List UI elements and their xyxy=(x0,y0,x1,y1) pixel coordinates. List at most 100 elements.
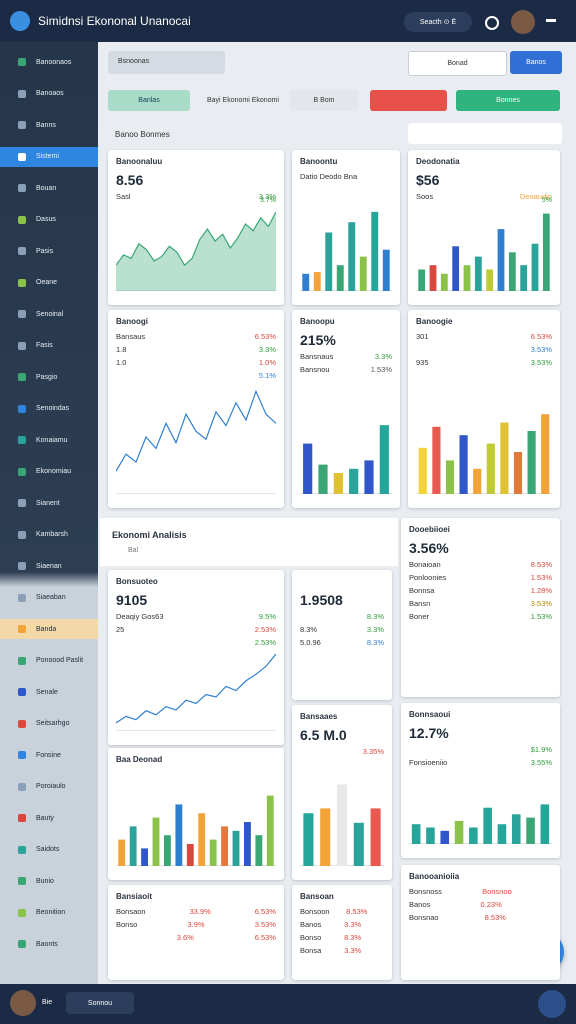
nav-item[interactable]: Siaenan xyxy=(0,556,98,576)
nav-item[interactable]: Pasis xyxy=(0,241,98,261)
nav-label: Konaiamu xyxy=(36,436,68,444)
search-box[interactable] xyxy=(408,123,562,144)
card: Banoogi Bansaus 6.53% 1.8 3.3% 1.0 1.0% 5.1% xyxy=(108,310,284,508)
avatar[interactable] xyxy=(511,10,535,34)
nav-item[interactable]: Siaeaban xyxy=(0,588,98,608)
card: Banoogie 301 6.53% 3.53% 935 3.53% xyxy=(408,310,560,508)
nav-item[interactable]: Bunio xyxy=(0,871,98,891)
nav-item[interactable]: Dasus xyxy=(0,210,98,230)
nav-item[interactable]: Bauty xyxy=(0,808,98,828)
select[interactable]: B Bom xyxy=(290,90,358,111)
bar xyxy=(513,452,523,494)
stat-row: Bonsoon 8.53% xyxy=(300,907,384,916)
stat-text: 3.9% xyxy=(187,920,205,929)
stat-text: 33.9% xyxy=(189,907,211,916)
nav-label: Sianent xyxy=(36,499,60,507)
chart-tick: 3.7% xyxy=(260,197,276,204)
bar xyxy=(411,824,421,844)
nav-item[interactable]: Oeane xyxy=(0,273,98,293)
nav-label: Banns xyxy=(36,121,56,129)
nav-icon xyxy=(18,593,26,602)
primary-button[interactable]: Banos xyxy=(510,51,562,74)
nav-icon xyxy=(18,121,26,129)
nav-item[interactable]: Baonts xyxy=(0,934,98,954)
card: Bansiaoit Bonsaon 33.9% 6.53% Bonso 3.9% 3.53%… xyxy=(108,885,284,980)
stat-row: Bansnou 1.53% xyxy=(300,365,392,374)
nav-item[interactable]: Bouan xyxy=(0,178,98,198)
stat-row: 2.53% xyxy=(116,638,276,647)
card-title: Bansoan xyxy=(300,892,334,901)
stat-text: Bonsoon xyxy=(300,907,330,916)
settings-icon[interactable] xyxy=(485,16,499,30)
nav-label: Seitsarhgo xyxy=(36,720,70,727)
nav-item[interactable]: Sianent xyxy=(0,493,98,513)
nav-label: Pasis xyxy=(36,247,54,255)
filter-pill[interactable]: Banlas xyxy=(108,90,190,111)
stat-text: 3.3% xyxy=(258,345,276,354)
toolbar-search[interactable]: Bsnoonas xyxy=(108,51,225,74)
nav-item[interactable]: Banoaos xyxy=(0,84,98,104)
bar xyxy=(336,784,348,866)
bar xyxy=(429,265,437,291)
bar xyxy=(379,425,389,494)
bottom-pill[interactable]: Sonnou xyxy=(66,992,134,1014)
bar xyxy=(141,848,148,866)
app-title: Simidnsi Ekononal Unanocai xyxy=(38,14,191,28)
nav-icon xyxy=(18,908,26,917)
card-title: Bonnsaoui xyxy=(409,710,451,719)
stat-text: 8.3% xyxy=(300,625,318,634)
stat-row: 5.0.96 8.3% xyxy=(300,638,384,647)
nav-item[interactable]: Senale xyxy=(0,682,98,702)
nav-item[interactable]: Banns xyxy=(0,115,98,135)
bar xyxy=(303,813,314,866)
stat-text: Datio Deodo Bna xyxy=(300,172,358,181)
nav-item[interactable]: Senoinal xyxy=(0,304,98,324)
nav-label: Banoaos xyxy=(36,90,64,97)
nav-item[interactable]: Ponoood Paslit xyxy=(0,651,98,671)
nav-item[interactable]: Beonition xyxy=(0,903,98,923)
nav-item[interactable]: Kambarsh xyxy=(0,525,98,545)
nav-label: Bouan xyxy=(36,184,57,192)
nav-item[interactable]: Ekonomiau xyxy=(0,462,98,482)
nav-icon xyxy=(18,940,26,948)
nav-label: Siaenan xyxy=(36,562,62,570)
nav-icon xyxy=(18,341,26,350)
stat-text: 1.28% xyxy=(530,586,552,595)
bar xyxy=(452,246,460,291)
stat-row: 3.35% xyxy=(300,747,384,756)
nav-item[interactable]: Fonsine xyxy=(0,745,98,765)
nav-item[interactable]: Konaiamu xyxy=(0,430,98,450)
mini-chart xyxy=(116,389,276,494)
nav-item[interactable]: Seitsarhgo xyxy=(0,714,98,734)
bar xyxy=(527,431,536,494)
nav-icon xyxy=(18,751,26,759)
menu-icon[interactable] xyxy=(546,19,556,22)
bar xyxy=(302,273,310,291)
nav-item[interactable]: Banda xyxy=(0,619,98,639)
nav-item[interactable]: Pasgio xyxy=(0,367,98,387)
bar xyxy=(186,844,194,866)
nav-label: Senale xyxy=(36,688,58,696)
green-button[interactable]: Bonnes xyxy=(456,90,560,111)
nav-item[interactable]: Sistemi xyxy=(0,146,98,167)
red-button[interactable] xyxy=(370,90,447,111)
bottom-avatar[interactable] xyxy=(10,990,36,1016)
stat-text: 3.3% xyxy=(344,920,362,929)
bottom-action[interactable] xyxy=(538,990,566,1018)
nav-item[interactable]: Banoonaos xyxy=(0,52,98,72)
nav-item[interactable]: Saidots xyxy=(0,840,98,860)
dropdown[interactable]: Bonad xyxy=(408,51,507,76)
nav-item[interactable]: Fasis xyxy=(0,336,98,356)
bar xyxy=(364,460,374,494)
nav-label: Baonts xyxy=(36,940,58,948)
bar xyxy=(325,232,333,291)
nav-item[interactable]: Poroiaulo xyxy=(0,777,98,797)
bar xyxy=(198,813,206,866)
nav-label: Kambarsh xyxy=(36,531,68,538)
nav-item[interactable]: Senoindas xyxy=(0,399,98,419)
nav-label: Saidots xyxy=(36,846,60,853)
bar xyxy=(371,211,379,291)
bar xyxy=(426,827,435,844)
search[interactable]: Seacth ⊙ Ë xyxy=(404,12,472,32)
nav-label: Banda xyxy=(36,625,57,633)
